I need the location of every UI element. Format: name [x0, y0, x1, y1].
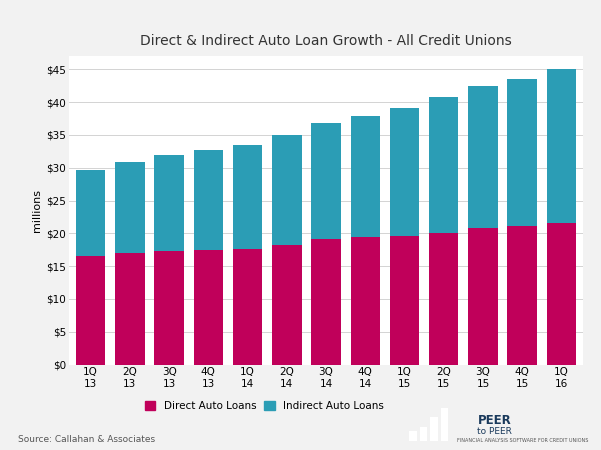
Bar: [409, 432, 417, 441]
Bar: [507, 226, 537, 364]
Y-axis label: millions: millions: [32, 189, 42, 232]
Legend: Direct Auto Loans, Indirect Auto Loans: Direct Auto Loans, Indirect Auto Loans: [145, 401, 384, 411]
Bar: [115, 162, 145, 253]
Bar: [272, 245, 302, 364]
Bar: [233, 249, 262, 364]
Bar: [233, 145, 262, 249]
Bar: [76, 256, 105, 365]
Bar: [154, 251, 184, 364]
Bar: [272, 135, 302, 245]
Bar: [507, 79, 537, 226]
Bar: [76, 170, 105, 256]
Bar: [390, 108, 419, 236]
Text: PEER: PEER: [478, 414, 511, 427]
Bar: [194, 250, 223, 364]
Bar: [429, 233, 459, 364]
Bar: [350, 237, 380, 364]
Bar: [154, 155, 184, 251]
Text: to PEER: to PEER: [477, 428, 511, 436]
Bar: [468, 86, 498, 228]
Bar: [350, 116, 380, 237]
Bar: [429, 97, 459, 233]
Bar: [311, 239, 341, 364]
Bar: [547, 69, 576, 224]
Bar: [390, 236, 419, 364]
Bar: [547, 224, 576, 364]
Bar: [115, 253, 145, 364]
Text: FINANCIAL ANALYSIS SOFTWARE FOR CREDIT UNIONS: FINANCIAL ANALYSIS SOFTWARE FOR CREDIT U…: [457, 438, 588, 443]
Bar: [311, 123, 341, 239]
Bar: [420, 427, 427, 441]
Title: Direct & Indirect Auto Loan Growth - All Credit Unions: Direct & Indirect Auto Loan Growth - All…: [140, 34, 512, 48]
FancyBboxPatch shape: [409, 400, 589, 443]
Bar: [194, 150, 223, 250]
Text: Source: Callahan & Associates: Source: Callahan & Associates: [18, 435, 155, 444]
Bar: [441, 408, 448, 441]
Bar: [468, 228, 498, 364]
Bar: [430, 417, 438, 441]
